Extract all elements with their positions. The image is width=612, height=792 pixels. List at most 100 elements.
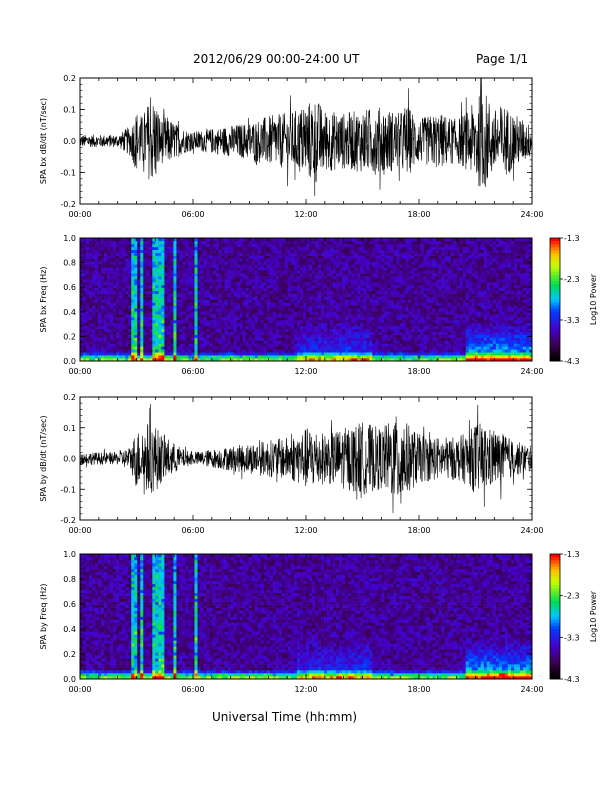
spectrogram-cell [158,264,162,268]
spectrogram-cell [381,337,385,341]
spectrogram-cell [306,252,310,256]
spectrogram-cell [164,273,168,277]
spectrogram-cell [236,252,240,256]
spectrogram-cell [336,299,340,303]
spectrogram-cell [330,358,334,362]
spectrogram-cell [375,355,379,359]
spectrogram-cell [119,325,123,330]
spectrogram-cell [324,331,328,335]
spectrogram-cell [107,276,111,280]
spectrogram-cell [299,252,304,256]
spectrogram-cell [80,240,84,245]
spectrogram-cell [408,305,412,309]
spectrogram-cell [110,290,114,294]
spectrogram-cell [182,287,186,292]
spectrogram-cell [230,349,234,353]
spectrogram-cell [324,314,328,318]
spectrogram-cell [236,325,240,330]
spectrogram-cell [381,343,385,347]
spectrogram-cell [83,346,87,350]
spectrogram-cell [375,264,379,268]
spectrogram-cell [315,252,319,256]
spectrogram-cell [212,343,216,347]
spectrogram-cell [327,296,331,300]
spectrogram-cell [251,328,256,333]
spectrogram-cell [393,299,397,303]
spectrogram-cell [287,284,292,289]
spectrogram-cell [333,337,337,341]
spectrogram-cell [107,246,111,251]
spectrogram-cell [215,287,219,292]
spectrogram-cell [221,337,225,341]
spectrogram-cell [293,287,298,292]
spectrogram-cell [372,305,376,309]
spectrogram-cell [101,343,105,347]
spectrogram-cell [98,328,102,333]
spectrogram-cell [98,287,102,292]
spectrogram-cell [423,340,427,344]
spectrogram-cell [95,349,99,353]
spectrogram-cell [333,340,337,344]
spectrogram-cell [284,325,289,330]
spectrogram-cell [272,255,277,259]
spectrogram-cell [284,255,289,259]
spectrogram-cell [393,349,397,353]
spectrogram-cell [116,249,120,253]
spectrogram-cell [275,281,280,286]
spectrogram-cell [86,302,90,306]
spectrogram-cell [221,270,225,274]
spectrogram-cell [402,352,406,356]
spectrogram-cell [342,305,346,309]
spectrogram-cell [80,296,84,300]
spectrogram-cell [89,302,93,306]
spectrogram-cell [134,238,138,242]
spectrogram-cell [206,311,210,315]
spectrogram-cell [345,308,349,312]
spectrogram-cell [125,305,129,309]
spectrogram-cell [173,317,177,321]
spectrogram-cell [80,337,84,341]
spectrogram-cell [357,314,361,318]
spectrogram-cell [146,264,150,268]
spectrogram-cell [348,287,352,292]
spectrogram-cell [260,290,265,294]
spectrogram-cell [260,302,265,306]
spectrogram-cell [399,270,403,274]
spectrogram-cell [248,261,253,265]
spectrogram-cell [342,296,346,300]
spectrogram-cell [408,261,412,265]
spectrogram-cell [137,352,141,356]
spectrogram-cell [170,349,174,353]
spectrogram-cell [113,270,117,274]
spectrogram-cell [266,355,271,359]
spectrogram-cell [251,264,256,268]
spectrogram-cell [248,276,253,280]
spectrogram-cell [260,337,265,341]
spectrogram-cell [336,264,340,268]
spectrogram-cell [269,249,274,253]
spectrogram-cell [95,273,99,277]
spectrogram-cell [351,308,355,312]
spectrogram-cell [161,293,165,297]
spectrogram-cell [80,358,84,362]
spectrogram-cell [306,331,310,335]
spectrogram-cell [164,331,168,335]
spectrogram-cell [167,317,171,321]
spectrogram-cell [318,302,322,306]
spectrogram-cell [309,320,313,324]
spectrogram-cell [420,311,424,315]
spectrogram-cell [378,343,382,347]
spectrogram-cell [393,358,397,362]
spectrogram-cell [339,243,343,248]
spectrogram-cell [366,246,370,251]
spectrogram-cell [185,249,189,253]
spectrogram-cell [215,243,219,248]
spectrogram-cell [287,320,292,324]
spectrogram-cell [321,314,325,318]
spectrogram-cell [278,238,283,242]
spectrogram-cell [321,270,325,274]
spectrogram-cell [396,290,400,294]
spectrogram-cell [381,264,385,268]
spectrogram-cell [206,331,210,335]
spectrogram-cell [197,311,201,315]
